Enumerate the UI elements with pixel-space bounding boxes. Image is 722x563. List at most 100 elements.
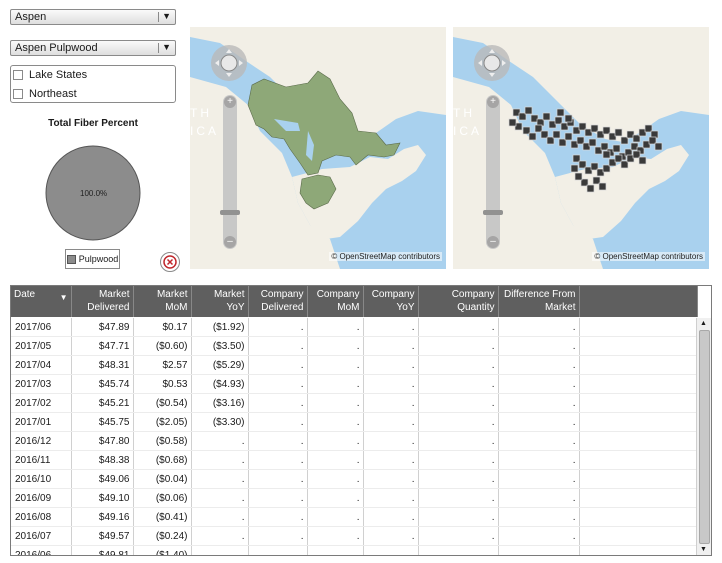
mill-marker[interactable]: [600, 142, 609, 151]
mill-marker[interactable]: [530, 114, 539, 123]
mill-marker[interactable]: [648, 136, 657, 145]
column-header[interactable]: Company Quantity: [418, 286, 499, 317]
mill-marker[interactable]: [608, 158, 617, 167]
mill-marker[interactable]: [642, 140, 651, 149]
zoom-handle[interactable]: [483, 210, 503, 215]
mill-marker[interactable]: [528, 132, 537, 141]
mill-marker[interactable]: [552, 130, 561, 139]
mill-marker[interactable]: [564, 114, 573, 123]
zoom-slider[interactable]: + –: [483, 95, 503, 249]
mill-marker[interactable]: [626, 154, 635, 163]
mill-marker[interactable]: [638, 156, 647, 165]
column-header[interactable]: Company Delivered: [248, 286, 308, 317]
scroll-thumb[interactable]: [699, 330, 710, 544]
scroll-down-icon[interactable]: ▼: [700, 546, 707, 553]
clear-filter-icon[interactable]: [159, 251, 181, 273]
table-row[interactable]: 2016/10 $49.06 ($0.04)......: [11, 469, 697, 489]
pan-control[interactable]: [209, 43, 249, 83]
zoom-in-icon[interactable]: +: [487, 96, 499, 108]
zoom-handle[interactable]: [220, 210, 240, 215]
mill-marker[interactable]: [560, 122, 569, 131]
mill-marker[interactable]: [522, 126, 531, 135]
column-header[interactable]: Date ▼: [11, 286, 72, 317]
mill-marker[interactable]: [584, 128, 593, 137]
table-row[interactable]: 2017/05 $47.71 ($0.60) ($3.50).....: [11, 336, 697, 356]
mill-marker[interactable]: [584, 166, 593, 175]
mill-marker[interactable]: [632, 150, 641, 159]
map-regions[interactable]: TH ICA + – © OpenStreetMap contributors: [190, 27, 446, 269]
mill-marker[interactable]: [534, 124, 543, 133]
mill-marker[interactable]: [576, 136, 585, 145]
mill-marker[interactable]: [602, 150, 611, 159]
checkbox[interactable]: [13, 88, 23, 99]
table-row[interactable]: 2017/03 $45.74 $0.53 ($4.93).....: [11, 374, 697, 394]
mill-marker[interactable]: [626, 130, 635, 139]
mill-marker[interactable]: [632, 134, 641, 143]
sort-desc-icon[interactable]: ▼: [59, 293, 68, 302]
mill-marker[interactable]: [554, 116, 563, 125]
mill-marker[interactable]: [630, 142, 639, 151]
mill-marker[interactable]: [602, 126, 611, 135]
zoom-out-icon[interactable]: –: [224, 236, 236, 248]
table-row[interactable]: 2017/01 $45.75 ($2.05) ($3.30).....: [11, 412, 697, 432]
mill-marker[interactable]: [638, 128, 647, 137]
zoom-out-icon[interactable]: –: [487, 236, 499, 248]
mill-marker[interactable]: [586, 184, 595, 193]
mill-marker[interactable]: [578, 160, 587, 169]
product-dropdown[interactable]: Aspen Pulpwood ▼: [10, 40, 176, 56]
mill-marker[interactable]: [582, 142, 591, 151]
mill-marker[interactable]: [556, 108, 565, 117]
region-item-northeast[interactable]: Northeast: [13, 86, 77, 101]
mill-marker[interactable]: [594, 146, 603, 155]
table-row[interactable]: 2016/08 $49.16 ($0.41)......: [11, 507, 697, 527]
mill-marker[interactable]: [596, 168, 605, 177]
mill-marker[interactable]: [578, 122, 587, 131]
mill-marker[interactable]: [654, 142, 663, 151]
mill-marker[interactable]: [636, 146, 645, 155]
table-row[interactable]: 2017/02 $45.21 ($0.54) ($3.16).....: [11, 393, 697, 413]
column-header[interactable]: Market MoM: [133, 286, 192, 317]
column-header[interactable]: Market Delivered: [71, 286, 134, 317]
region-item-lake-states[interactable]: Lake States: [13, 67, 87, 82]
mill-marker[interactable]: [570, 140, 579, 149]
table-row[interactable]: 2016/07 $49.57 ($0.24)......: [11, 526, 697, 546]
table-row[interactable]: 2016/06 $49.81 ($1.40)......: [11, 545, 697, 555]
zoom-slider[interactable]: + –: [220, 95, 240, 249]
mill-marker[interactable]: [518, 112, 527, 121]
column-header[interactable]: Company YoY: [363, 286, 419, 317]
column-header[interactable]: Company MoM: [307, 286, 364, 317]
mill-marker[interactable]: [620, 160, 629, 169]
table-row[interactable]: 2016/09 $49.10 ($0.06)......: [11, 488, 697, 508]
table-row[interactable]: 2016/12 $47.80 ($0.58)......: [11, 431, 697, 451]
mill-marker[interactable]: [614, 128, 623, 137]
mill-marker[interactable]: [612, 144, 621, 153]
mill-marker[interactable]: [588, 138, 597, 147]
mill-marker[interactable]: [644, 124, 653, 133]
scroll-up-icon[interactable]: ▲: [700, 320, 707, 327]
mill-marker[interactable]: [574, 172, 583, 181]
table-row[interactable]: 2016/11 $48.38 ($0.68)......: [11, 450, 697, 470]
mill-marker[interactable]: [514, 122, 523, 131]
pie-slice-pulpwood[interactable]: [45, 145, 141, 241]
mill-marker[interactable]: [590, 162, 599, 171]
mill-marker[interactable]: [546, 136, 555, 145]
table-row[interactable]: 2017/04 $48.31 $2.57 ($5.29).....: [11, 355, 697, 375]
mill-marker[interactable]: [508, 118, 517, 127]
pan-control[interactable]: [472, 43, 512, 83]
mill-marker[interactable]: [592, 176, 601, 185]
mill-marker[interactable]: [548, 120, 557, 129]
mill-marker[interactable]: [598, 182, 607, 191]
species-dropdown[interactable]: Aspen ▼: [10, 9, 176, 25]
checkbox[interactable]: [13, 69, 23, 80]
mill-marker[interactable]: [596, 130, 605, 139]
mill-marker[interactable]: [564, 132, 573, 141]
mill-marker[interactable]: [590, 124, 599, 133]
mill-marker[interactable]: [542, 112, 551, 121]
column-header[interactable]: Market YoY: [191, 286, 249, 317]
mill-marker[interactable]: [572, 126, 581, 135]
mill-marker[interactable]: [558, 138, 567, 147]
mill-marker[interactable]: [512, 108, 521, 117]
mill-marker[interactable]: [580, 178, 589, 187]
mill-marker[interactable]: [572, 154, 581, 163]
mill-marker[interactable]: [570, 164, 579, 173]
